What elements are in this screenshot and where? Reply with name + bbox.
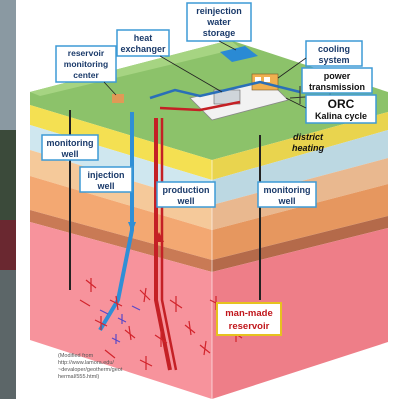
reservoir-label-line2: reservoir [229,321,270,332]
injection-label-line1: injection [87,170,124,180]
label-cooling-system: cooling system [277,40,363,79]
production-label-line2: well [176,196,194,206]
monitoring-left-label-line1: monitoring [47,138,94,148]
label-production-well: production well [156,181,216,208]
reservoir-center-label-line1: reservoir [68,48,105,58]
reinjection-label-line2: water [206,17,231,27]
monitoring-right-label-line1: monitoring [264,185,311,195]
credit-line4: hermal/555.html) [58,374,99,380]
reservoir-center-house [112,94,124,103]
reinjection-tank [220,46,258,62]
reservoir-center-label-line2: monitoring [64,59,108,69]
district-label-line1: district [293,132,324,142]
surface-facilities [112,46,361,121]
label-man-made-reservoir: man-made reservoir [216,302,282,336]
label-power-transmission: power transmission [301,67,373,94]
source-credit: (Modified from http://www.lamora.edu/ ~d… [58,353,123,380]
background-photo-strip [0,0,16,399]
production-well-pipe [154,118,172,371]
reinjection-label-line3: storage [203,28,236,38]
earth-block [30,40,388,399]
cooling-label-line1: cooling [318,44,350,54]
label-injection-well: injection well [79,166,133,193]
label-heat-exchanger: heat exchanger [116,29,223,93]
wells [69,110,261,371]
heat-exchanger-label-line2: exchanger [120,44,166,54]
orc-label-line2: Kalina cycle [315,111,367,121]
label-monitoring-well-left: monitoring well [41,134,99,161]
production-label-line1: production [163,185,210,195]
label-reservoir-monitoring-center: reservoir monitoring center [55,45,117,96]
power-label-line2: transmission [309,82,365,92]
credit-line1: (Modified from [58,353,94,359]
label-reinjection-water-storage: reinjection water storage [186,2,252,51]
power-label-line1: power [324,71,351,81]
label-monitoring-well-right: monitoring well [257,181,317,208]
heat-exchanger-label-line1: heat [134,33,153,43]
reinjection-label-line1: reinjection [196,6,242,16]
orc-label-line1: ORC [328,97,355,111]
monitoring-right-label-line2: well [277,196,295,206]
monitoring-left-label-line2: well [60,149,78,159]
cooling-label-line2: system [318,55,349,65]
credit-line2: http://www.lamora.edu/ [58,360,114,366]
injection-label-line2: well [96,181,114,191]
label-orc-kalina-cycle: ORC Kalina cycle [285,94,377,124]
surface-piping [149,80,301,100]
label-district-heating: district heating [292,132,325,153]
reservoir-center-label-line3: center [73,70,99,80]
credit-line3: ~devaloper/geotherm/geot [58,367,123,373]
reservoir-label-line1: man-made [225,308,273,319]
district-label-line2: heating [292,143,325,153]
